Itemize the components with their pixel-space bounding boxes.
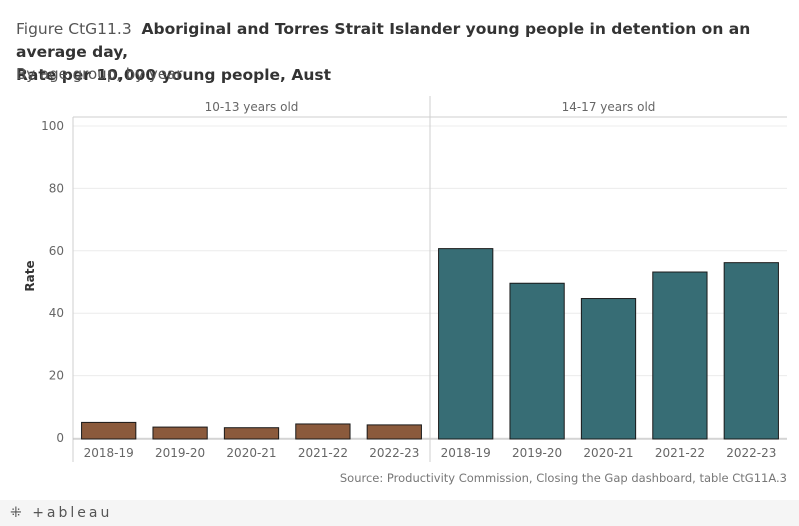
bar <box>652 271 708 440</box>
tableau-logo-text: +ableau <box>32 505 113 521</box>
bar <box>366 424 422 440</box>
y-tick-label: 20 <box>49 369 64 383</box>
x-tick-label: 2019-20 <box>155 446 205 460</box>
tableau-logo[interactable]: ⁜ +ableau <box>10 505 112 521</box>
bar <box>223 427 280 440</box>
y-tick-label: 40 <box>49 306 64 320</box>
x-tick-label: 2020-21 <box>226 446 276 460</box>
x-tick-label: 2022-23 <box>726 446 776 460</box>
panel-header: 10-13 years old <box>205 100 299 114</box>
bar <box>295 423 351 440</box>
figure-label: Figure CtG11.3 <box>16 20 132 38</box>
bar <box>81 421 137 440</box>
x-tick-label: 2018-19 <box>441 446 491 460</box>
bar <box>438 248 494 440</box>
source-note: Source: Productivity Commission, Closing… <box>339 471 787 485</box>
y-tick-label: 60 <box>49 244 64 258</box>
bar <box>723 262 779 440</box>
title-line-1: Aboriginal and Torres Strait Islander yo… <box>16 20 751 61</box>
panel-header: 14-17 years old <box>562 100 656 114</box>
x-tick-label: 2018-19 <box>84 446 134 460</box>
title-line-2: Rate per 10,000 young people, Aust <box>16 66 332 84</box>
x-tick-label: 2021-22 <box>655 446 705 460</box>
x-tick-label: 2021-22 <box>298 446 348 460</box>
bar <box>509 282 565 440</box>
x-tick-label: 2022-23 <box>369 446 419 460</box>
footer-bar: ⁜ +ableau <box>0 500 799 526</box>
y-tick-label: 80 <box>49 181 64 195</box>
y-tick-label: 0 <box>56 431 64 445</box>
bar <box>580 298 637 440</box>
x-tick-label: 2019-20 <box>512 446 562 460</box>
bar <box>152 426 208 440</box>
x-tick-label: 2020-21 <box>583 446 633 460</box>
tableau-plus-icon: ⁜ <box>10 505 25 521</box>
y-axis-label: Rate <box>23 260 37 291</box>
chart-title: Figure CtG11.3 Aboriginal and Torres Str… <box>16 18 786 87</box>
chart-subtitle: By age group, by year <box>16 65 183 83</box>
y-tick-label: 100 <box>41 119 64 133</box>
bar-chart: 0 20 40 60 80 100 Rate 10-13 years old 2018-19 20… <box>23 96 787 462</box>
